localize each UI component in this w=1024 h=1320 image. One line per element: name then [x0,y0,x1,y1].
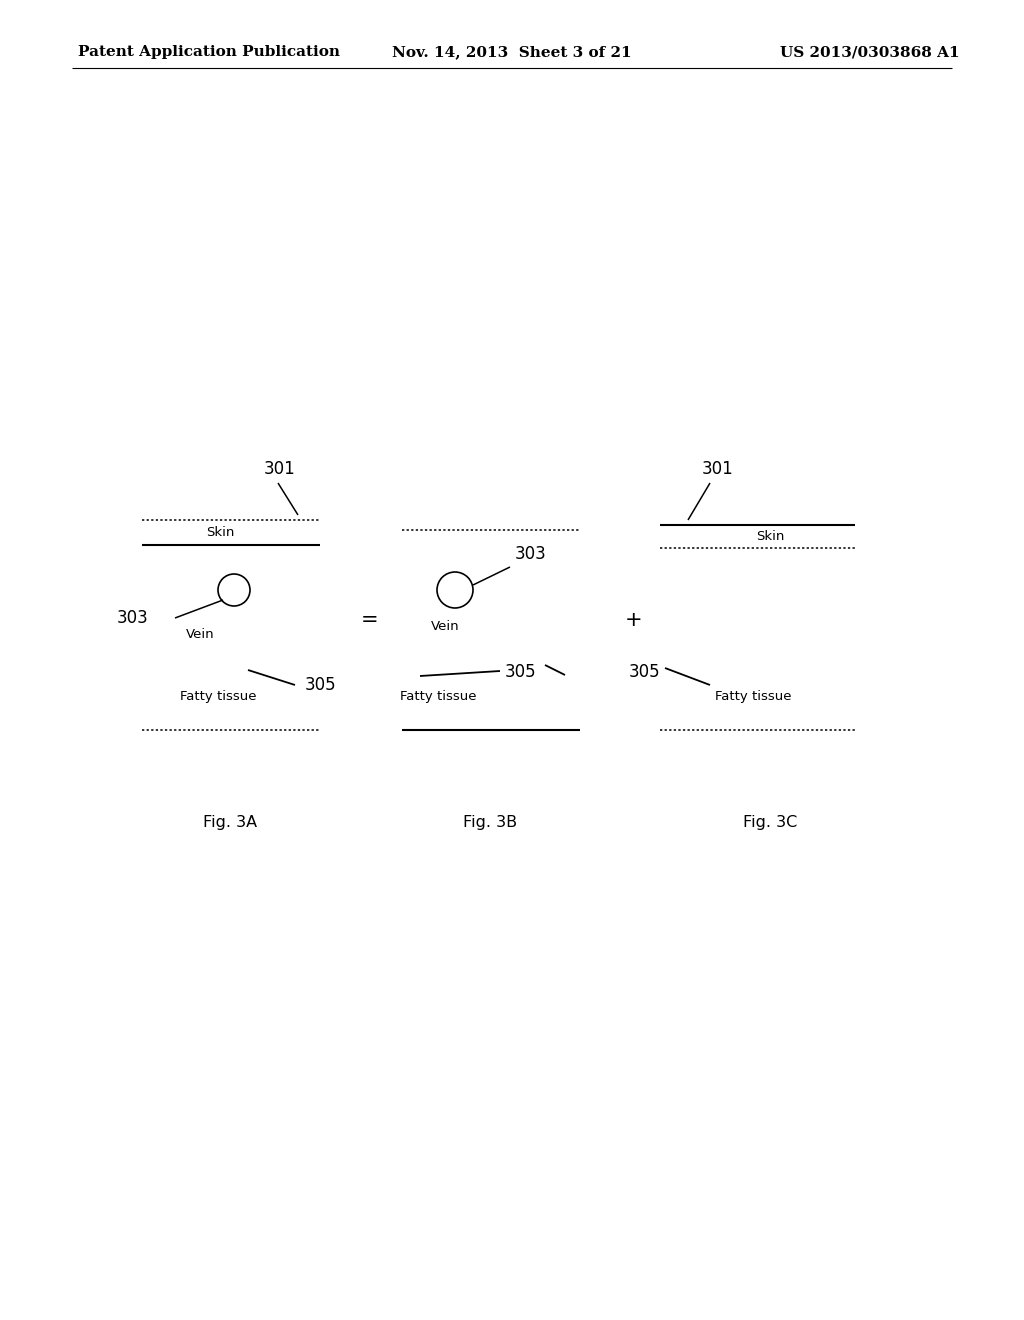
Text: 305: 305 [305,676,337,694]
Text: Skin: Skin [756,531,784,544]
Text: 301: 301 [702,459,734,478]
Text: Vein: Vein [431,620,460,634]
Text: US 2013/0303868 A1: US 2013/0303868 A1 [780,45,961,59]
Text: Patent Application Publication: Patent Application Publication [78,45,340,59]
Text: Fatty tissue: Fatty tissue [715,690,792,704]
Text: Fig. 3C: Fig. 3C [742,814,797,830]
Text: 305: 305 [629,663,660,681]
Text: 303: 303 [515,545,547,564]
Text: 303: 303 [117,609,148,627]
Text: 305: 305 [505,663,537,681]
Text: Nov. 14, 2013  Sheet 3 of 21: Nov. 14, 2013 Sheet 3 of 21 [392,45,632,59]
Text: Fatty tissue: Fatty tissue [180,690,256,704]
Text: Fig. 3B: Fig. 3B [463,814,517,830]
Text: 301: 301 [264,459,296,478]
Text: +: + [626,610,643,630]
Text: Vein: Vein [186,628,215,642]
Text: Fatty tissue: Fatty tissue [400,690,476,704]
Text: =: = [361,610,379,630]
Text: Fig. 3A: Fig. 3A [203,814,257,830]
Text: Skin: Skin [206,527,234,540]
